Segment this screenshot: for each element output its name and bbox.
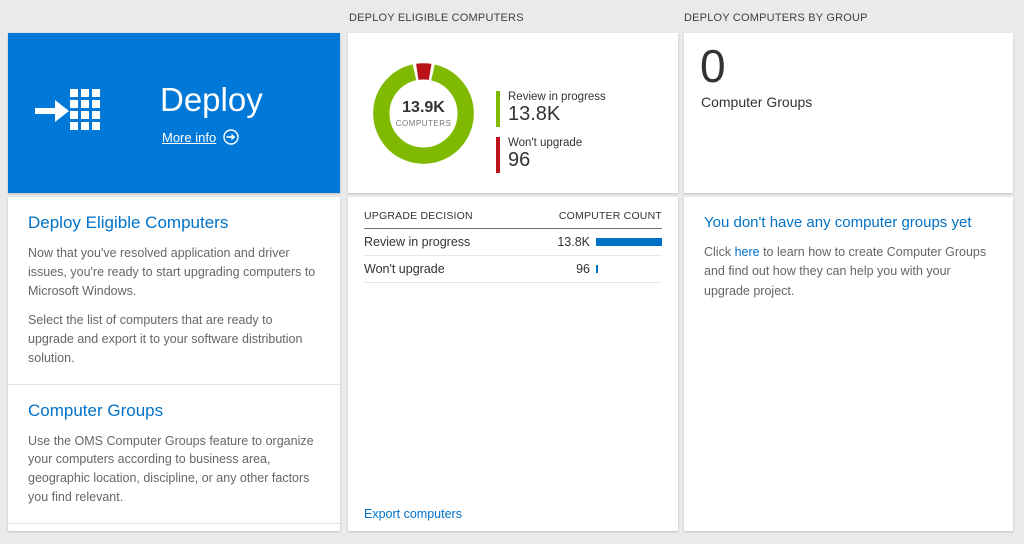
no-groups-content: You don't have any computer groups yet C… xyxy=(684,197,1013,318)
column-upgrade-decision: UPGRADE DECISION xyxy=(364,210,473,222)
donut-red-arc xyxy=(373,63,474,164)
donut-green-arc xyxy=(373,63,474,164)
upgrade-decision-table-tile: UPGRADE DECISION COMPUTER COUNT Review i… xyxy=(348,197,678,531)
legend-swatch-red xyxy=(496,137,500,173)
legend-item-wont-upgrade: Won't upgrade 96 xyxy=(496,137,606,173)
no-groups-heading: You don't have any computer groups yet xyxy=(704,214,972,231)
computer-groups-section: Computer Groups Use the OMS Computer Gro… xyxy=(8,385,340,524)
export-computers-link[interactable]: Export computers xyxy=(364,507,462,521)
deploy-eligible-paragraph-2: Select the list of computers that are re… xyxy=(28,313,303,365)
column-computer-count: COMPUTER COUNT xyxy=(558,210,662,222)
donut-total-value: 13.9K xyxy=(402,99,445,116)
deploy-hero-tile[interactable]: Deploy More info xyxy=(8,33,340,193)
row-bar-container xyxy=(596,265,662,273)
eligible-computers-chart-tile: 13.9K COMPUTERS Review in progress 13.8K… xyxy=(348,33,678,193)
computer-groups-count-label: Computer Groups xyxy=(701,93,813,110)
more-info-label: More info xyxy=(162,129,217,145)
no-groups-text-before: Click xyxy=(704,245,735,259)
hero-title: Deploy xyxy=(160,81,263,118)
row-count: 96 xyxy=(576,262,590,276)
upgrade-decision-table: UPGRADE DECISION COMPUTER COUNT Review i… xyxy=(348,197,678,283)
computer-groups-paragraph: Use the OMS Computer Groups feature to o… xyxy=(28,433,314,504)
no-groups-text-after: to learn how to create Computer Groups a… xyxy=(704,245,987,298)
donut-center: 13.9K COMPUTERS xyxy=(366,56,481,171)
deploy-description-tile: Deploy Eligible Computers Now that you'v… xyxy=(8,197,340,531)
middle-column-header: DEPLOY ELIGIBLE COMPUTERS xyxy=(349,12,524,24)
computer-groups-count-tile[interactable]: 0 Computer Groups xyxy=(684,33,1013,193)
legend-swatch-green xyxy=(496,91,500,127)
no-groups-text: Click here to learn how to create Comput… xyxy=(704,243,993,301)
arrow-circle-icon xyxy=(223,129,239,145)
deploy-eligible-paragraph-1: Now that you've resolved application and… xyxy=(28,246,316,298)
legend-label: Won't upgrade xyxy=(508,137,583,149)
legend-item-review: Review in progress 13.8K xyxy=(496,91,606,127)
computer-groups-heading: Computer Groups xyxy=(28,400,164,420)
row-bar-container xyxy=(596,238,662,246)
here-link[interactable]: here xyxy=(734,245,760,259)
chart-legend: Review in progress 13.8K Won't upgrade 9… xyxy=(496,91,606,173)
row-bar xyxy=(596,265,598,273)
table-row[interactable]: Won't upgrade 96 xyxy=(364,256,662,283)
legend-label: Review in progress xyxy=(508,91,606,103)
table-row[interactable]: Review in progress 13.8K xyxy=(364,229,662,256)
computer-groups-count: 0 xyxy=(700,40,726,92)
row-bar xyxy=(596,238,662,246)
deploy-eligible-section: Deploy Eligible Computers Now that you'v… xyxy=(8,197,340,385)
deploy-eligible-heading: Deploy Eligible Computers xyxy=(28,213,229,232)
no-groups-tile: You don't have any computer groups yet C… xyxy=(684,197,1013,531)
donut-total-label: COMPUTERS xyxy=(395,119,452,128)
row-decision: Won't upgrade xyxy=(364,262,445,276)
more-info-link[interactable]: More info xyxy=(162,129,239,145)
row-count: 13.8K xyxy=(557,235,590,249)
deploy-hero-content: Deploy More info xyxy=(8,33,340,193)
right-column-header: DEPLOY COMPUTERS BY GROUP xyxy=(684,12,868,24)
legend-value: 13.8K xyxy=(508,103,561,125)
table-header-row: UPGRADE DECISION COMPUTER COUNT xyxy=(364,197,662,229)
deploy-icon xyxy=(34,85,100,144)
computers-donut-chart[interactable]: 13.9K COMPUTERS xyxy=(366,56,481,171)
legend-value: 96 xyxy=(508,149,531,171)
row-decision: Review in progress xyxy=(364,235,471,249)
